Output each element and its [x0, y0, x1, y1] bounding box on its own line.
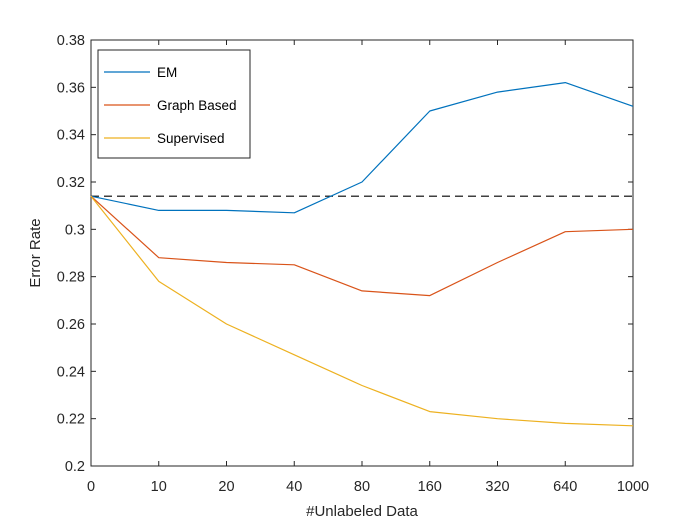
x-tick-label: 10: [151, 479, 167, 495]
y-tick-label: 0.28: [57, 270, 85, 286]
y-tick-label: 0.24: [57, 364, 85, 380]
legend-label-em: EM: [157, 65, 177, 80]
y-tick-label: 0.36: [57, 80, 85, 96]
plot-area: 0 10 20 40 80 160 320 640 1000 0.2 0.22 0.24 0.26 0.2…: [57, 33, 649, 495]
y-axis-title: Error Rate: [27, 218, 44, 287]
series-line-graph-based: [90, 195, 634, 297]
x-axis-title: #Unlabeled Data: [306, 503, 418, 520]
y-tick-label: 0.26: [57, 317, 85, 333]
legend-box: [97, 49, 251, 159]
x-tick-label: 640: [553, 479, 577, 495]
y-tick-label: 0.2: [65, 459, 85, 475]
x-tick-label: 160: [418, 479, 442, 495]
y-tick-label: 0.34: [57, 128, 85, 144]
y-tick-label: 0.32: [57, 175, 85, 191]
x-tick-label: 80: [354, 479, 370, 495]
x-tick-label: 40: [286, 479, 302, 495]
y-tick-label: 0.38: [57, 33, 85, 49]
x-tick-label: 1000: [617, 479, 649, 495]
legend-label-supervised: Supervised: [157, 131, 225, 146]
x-tick-label: 320: [485, 479, 509, 495]
series-line-em: [90, 81, 634, 214]
y-tick-label: 0.22: [57, 412, 85, 428]
series-line-supervised: [90, 195, 634, 427]
x-tick-label: 20: [218, 479, 234, 495]
legend-label-graph-based: Graph Based: [157, 98, 237, 113]
y-tick-label: 0.3: [65, 222, 85, 238]
x-tick-label: 0: [87, 479, 95, 495]
